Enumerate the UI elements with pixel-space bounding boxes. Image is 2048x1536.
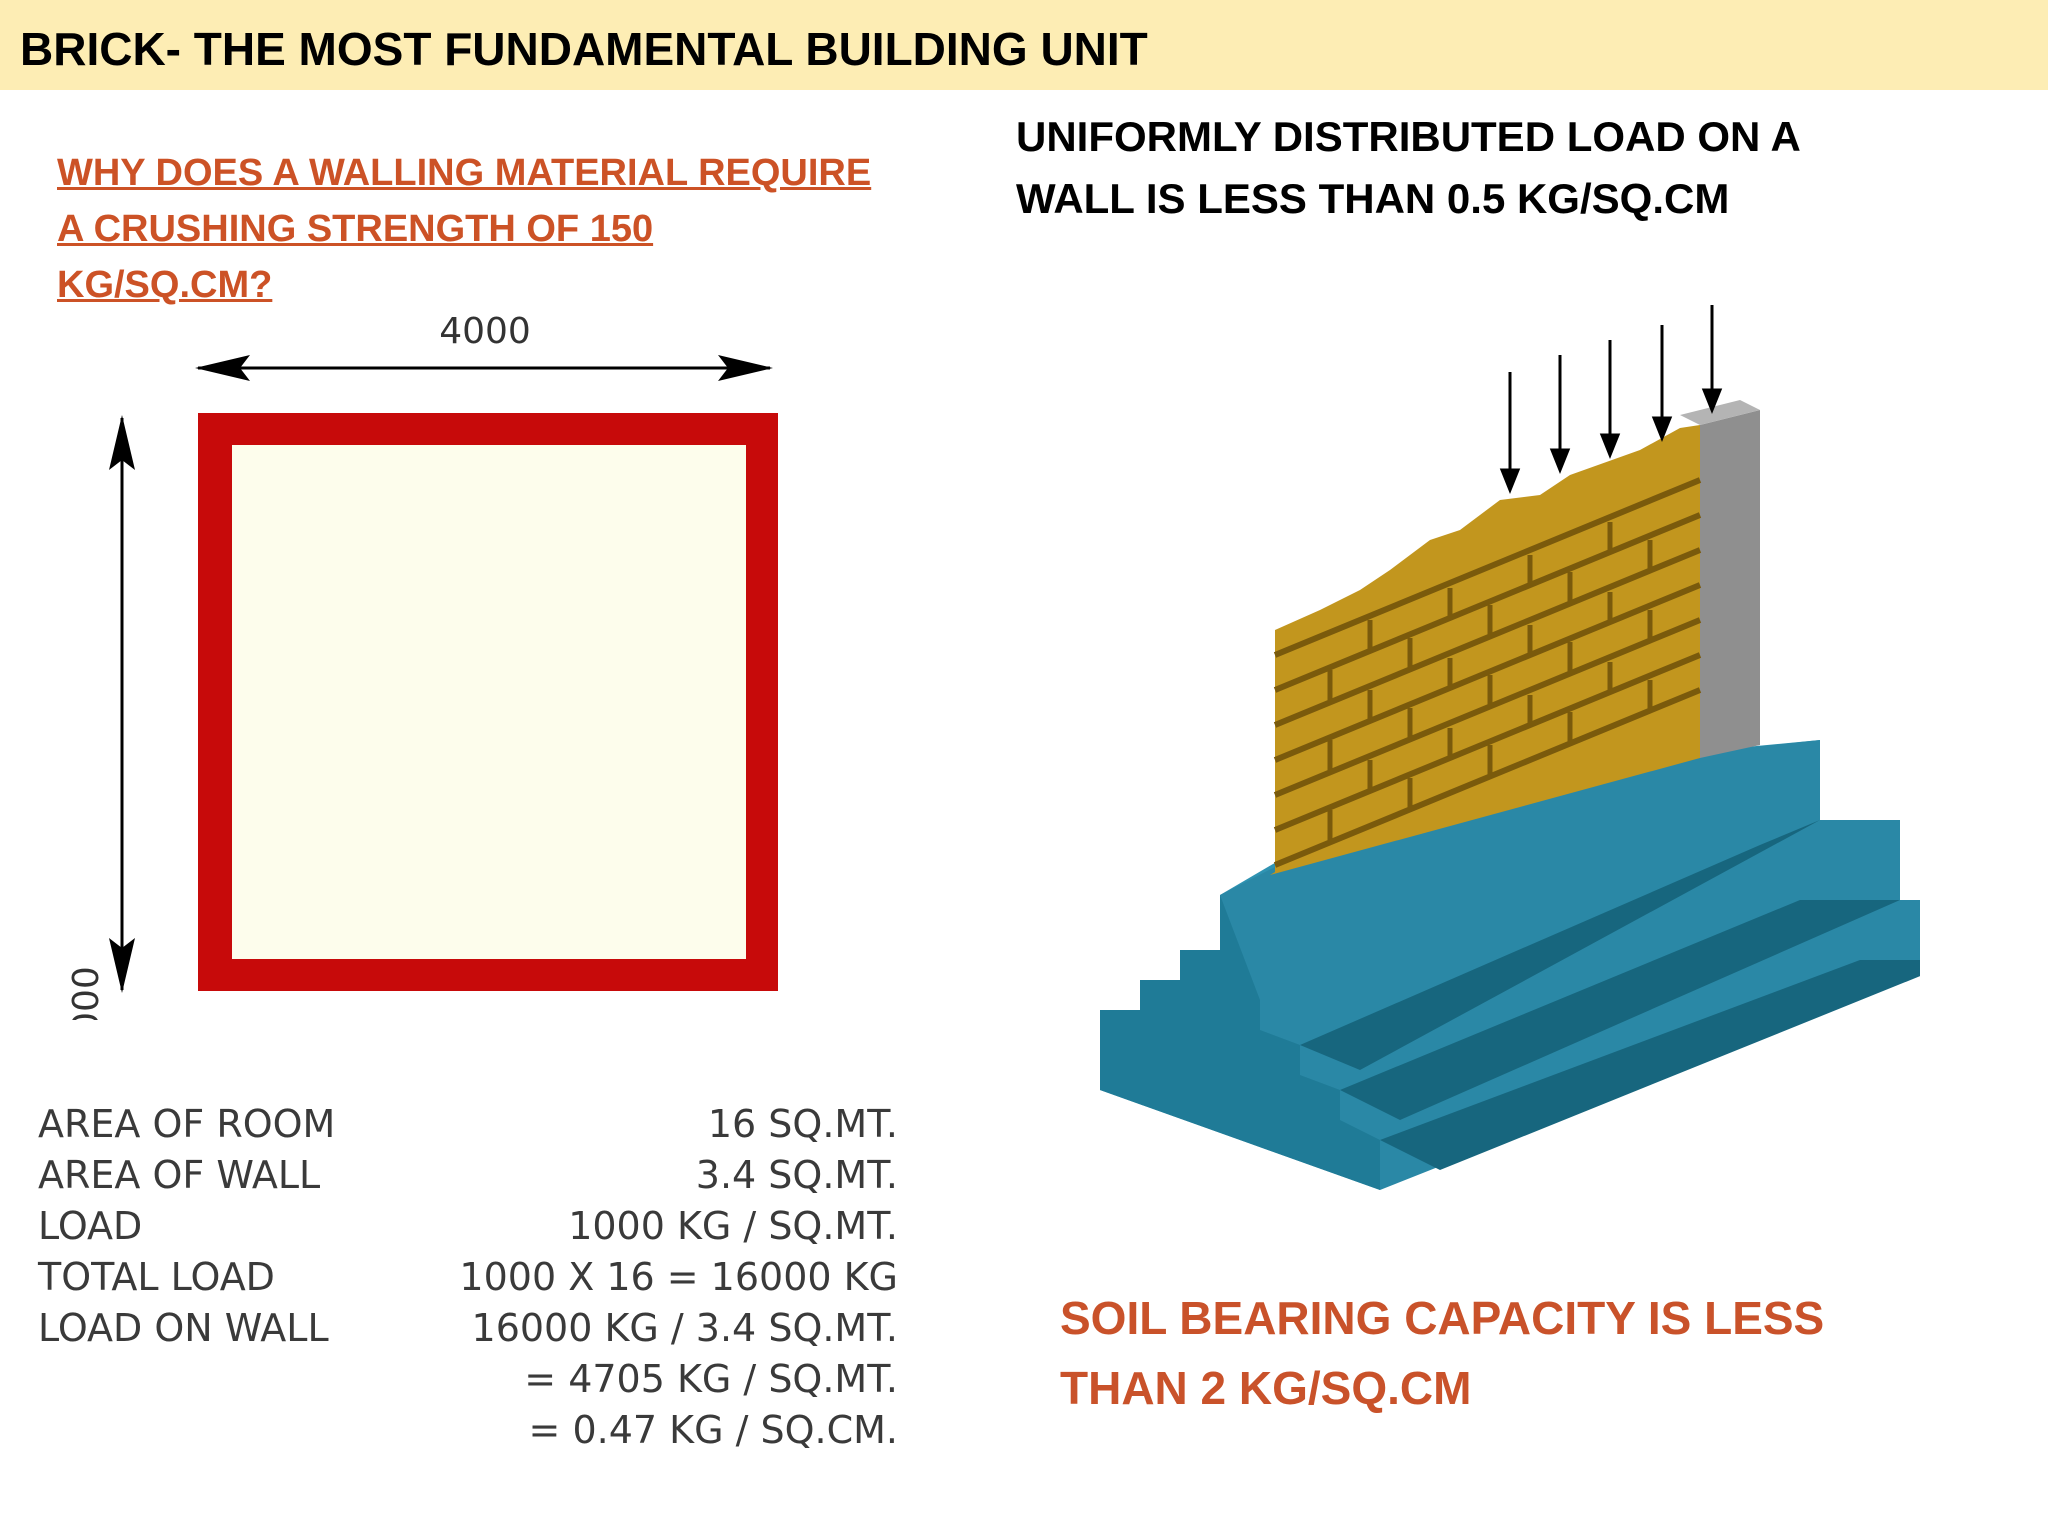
load-arrows (1499, 305, 1723, 495)
calc-label: AREA OF ROOM (38, 1102, 336, 1146)
width-arrow-left (195, 355, 250, 381)
brick-wall-diagram (1100, 305, 1920, 1190)
calc-value: = 0.47 KG / SQ.CM. (528, 1408, 898, 1452)
page-title: BRICK- THE MOST FUNDAMENTAL BUILDING UNI… (20, 23, 1148, 75)
width-label: 4000 (439, 311, 531, 352)
calc-label: AREA OF WALL (38, 1153, 321, 1197)
calc-row: LOAD ON WALL 16000 KG / 3.4 SQ.MT. (38, 1306, 898, 1357)
room-floor (232, 445, 746, 959)
foundation-step-2 (1380, 960, 1920, 1170)
calc-value: 16 SQ.MT. (707, 1102, 898, 1146)
brick-wall-face (1270, 425, 1700, 875)
calc-label: TOTAL LOAD (38, 1255, 275, 1299)
height-arrow-bottom (109, 938, 135, 993)
calc-value: = 4705 KG / SQ.MT. (524, 1357, 898, 1401)
calc-row: AREA OF WALL 3.4 SQ.MT. (38, 1153, 898, 1204)
calc-value: 3.4 SQ.MT. (695, 1153, 898, 1197)
question-heading: WHY DOES A WALLING MATERIAL REQUIRE A CR… (57, 152, 872, 306)
foundation-step-1 (1340, 900, 1900, 1120)
calc-row: TOTAL LOAD 1000 X 16 = 16000 KG (38, 1255, 898, 1306)
calc-value: 1000 KG / SQ.MT. (568, 1204, 898, 1248)
column-front (1700, 410, 1760, 758)
calc-row: = 4705 KG / SQ.MT. (38, 1357, 898, 1408)
calc-value: 1000 X 16 = 16000 KG (459, 1255, 898, 1299)
brick-courses (1273, 477, 1702, 868)
room-plan-diagram: 4000 4000 (66, 311, 778, 1020)
calc-row: LOAD 1000 KG / SQ.MT. (38, 1204, 898, 1255)
column-top (1680, 400, 1760, 425)
foundation-front-face (1100, 895, 1380, 1190)
brick-joints (1327, 522, 1653, 840)
udl-statement: UNIFORMLY DISTRIBUTED LOAD ON A WALL IS … (1016, 113, 1800, 222)
height-arrow-top (109, 415, 135, 470)
height-label: 4000 (66, 966, 107, 1020)
foundation-step-3 (1300, 820, 1820, 1070)
soil-bearing-statement: SOIL BEARING CAPACITY IS LESS THAN 2 KG/… (1060, 1292, 1825, 1414)
load-calculation: AREA OF ROOM 16 SQ.MT. AREA OF WALL 3.4 … (38, 1102, 898, 1459)
calc-row: AREA OF ROOM 16 SQ.MT. (38, 1102, 898, 1153)
width-arrow-right (718, 355, 773, 381)
calc-value: 16000 KG / 3.4 SQ.MT. (471, 1306, 898, 1350)
calc-label: LOAD (38, 1204, 143, 1248)
calc-row: = 0.47 KG / SQ.CM. (38, 1408, 898, 1459)
title-bar: BRICK- THE MOST FUNDAMENTAL BUILDING UNI… (0, 0, 2048, 90)
calc-label: LOAD ON WALL (38, 1306, 329, 1350)
